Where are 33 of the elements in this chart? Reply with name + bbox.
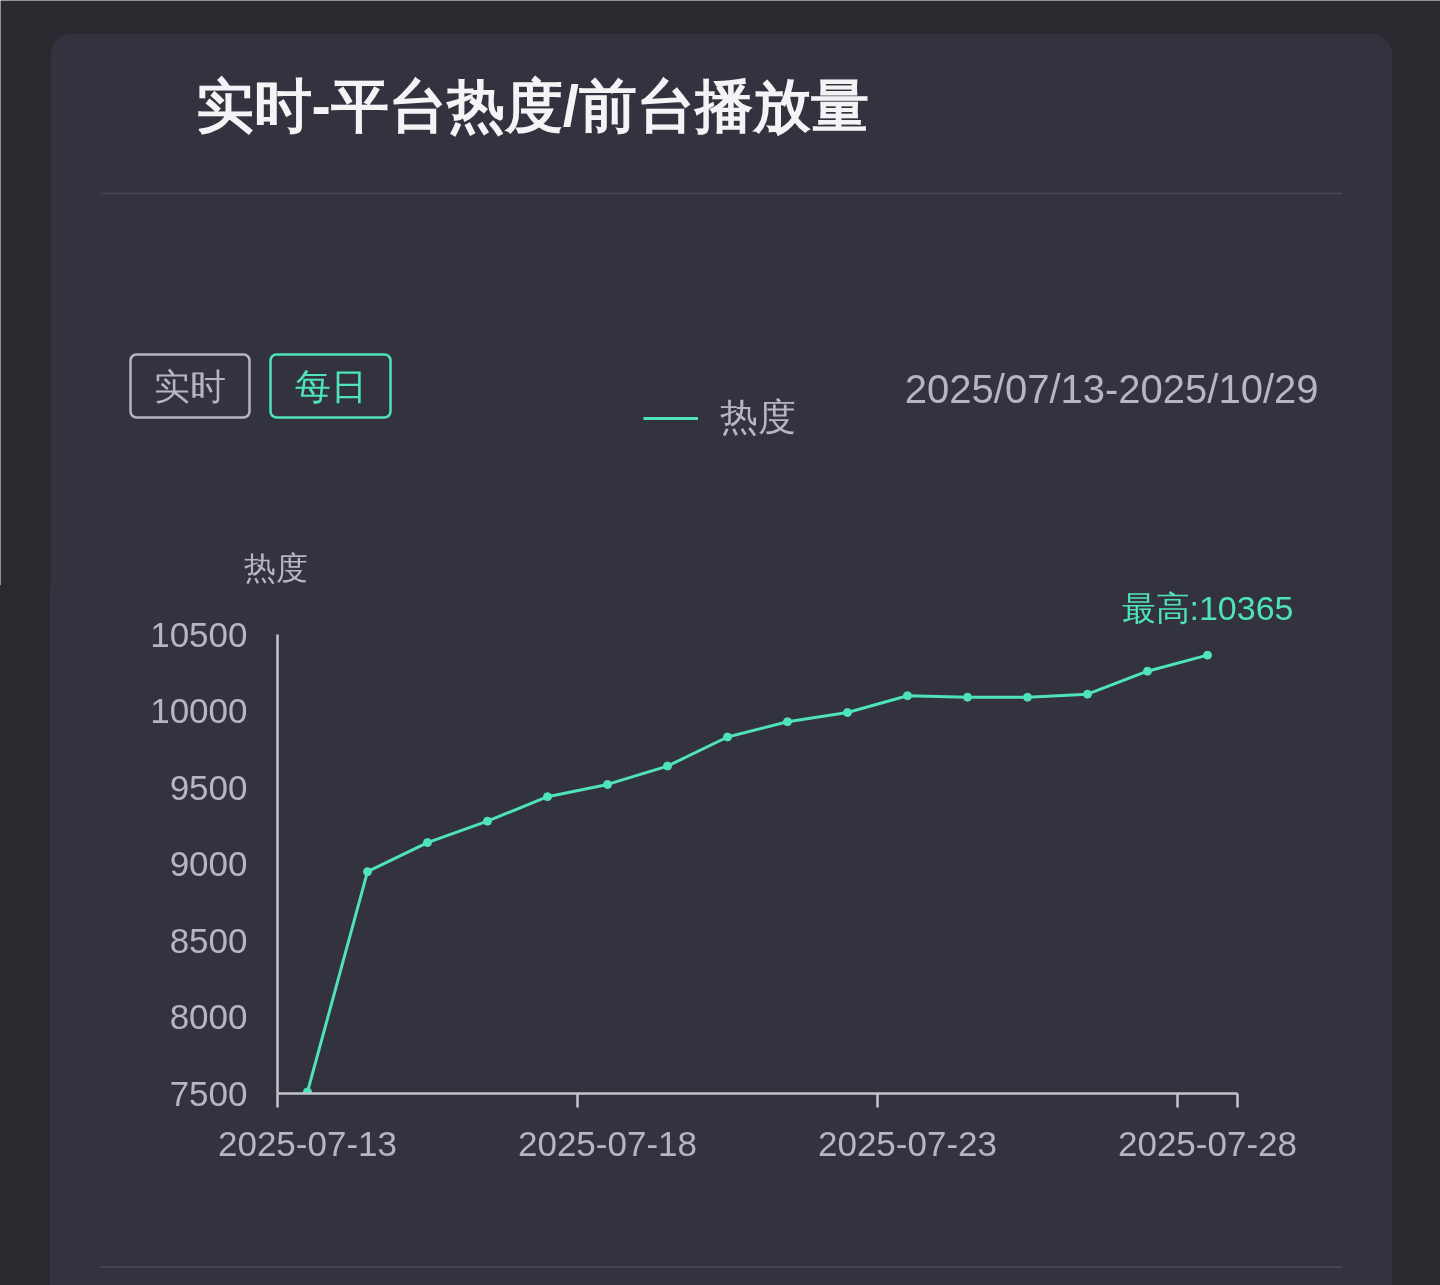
y-tick-label: 9500 — [169, 767, 248, 807]
text: 实时 — [154, 365, 226, 407]
x-tick-label: 2025-07-13 — [217, 1123, 398, 1163]
point — [963, 692, 972, 702]
text: 每日 — [294, 365, 367, 407]
x-tick-label: 2025-07-18 — [517, 1123, 698, 1163]
y-tick-label: 8000 — [169, 997, 248, 1036]
point — [423, 838, 432, 848]
point — [1023, 692, 1032, 702]
point — [483, 816, 492, 826]
point — [363, 867, 372, 877]
y-tick-label: 10000 — [150, 691, 248, 730]
point — [903, 691, 912, 701]
x-tick-label: 2025-07-28 — [1117, 1123, 1298, 1163]
annotation: 最高:10365 — [1121, 589, 1294, 628]
y-tick-label: 10500 — [150, 614, 248, 654]
chart-title: 实时-平台热度/前台播放量 — [195, 73, 869, 138]
point — [1203, 650, 1212, 660]
point — [723, 732, 732, 742]
point — [1083, 689, 1092, 699]
legend-label: 热度 — [720, 395, 796, 440]
point — [783, 717, 792, 727]
point — [1143, 666, 1152, 676]
x-tick-label: 2025-07-23 — [817, 1123, 998, 1163]
point — [543, 792, 552, 802]
point — [603, 779, 612, 789]
y-tick-label: 8500 — [169, 920, 248, 960]
y-tick-label: 7500 — [169, 1073, 248, 1113]
y-tick-label: 9000 — [169, 844, 248, 883]
y-axis-title: 热度 — [243, 549, 308, 586]
point — [663, 761, 672, 771]
point — [843, 708, 852, 718]
text: 2025/07/13-2025/10/29 — [904, 366, 1319, 411]
